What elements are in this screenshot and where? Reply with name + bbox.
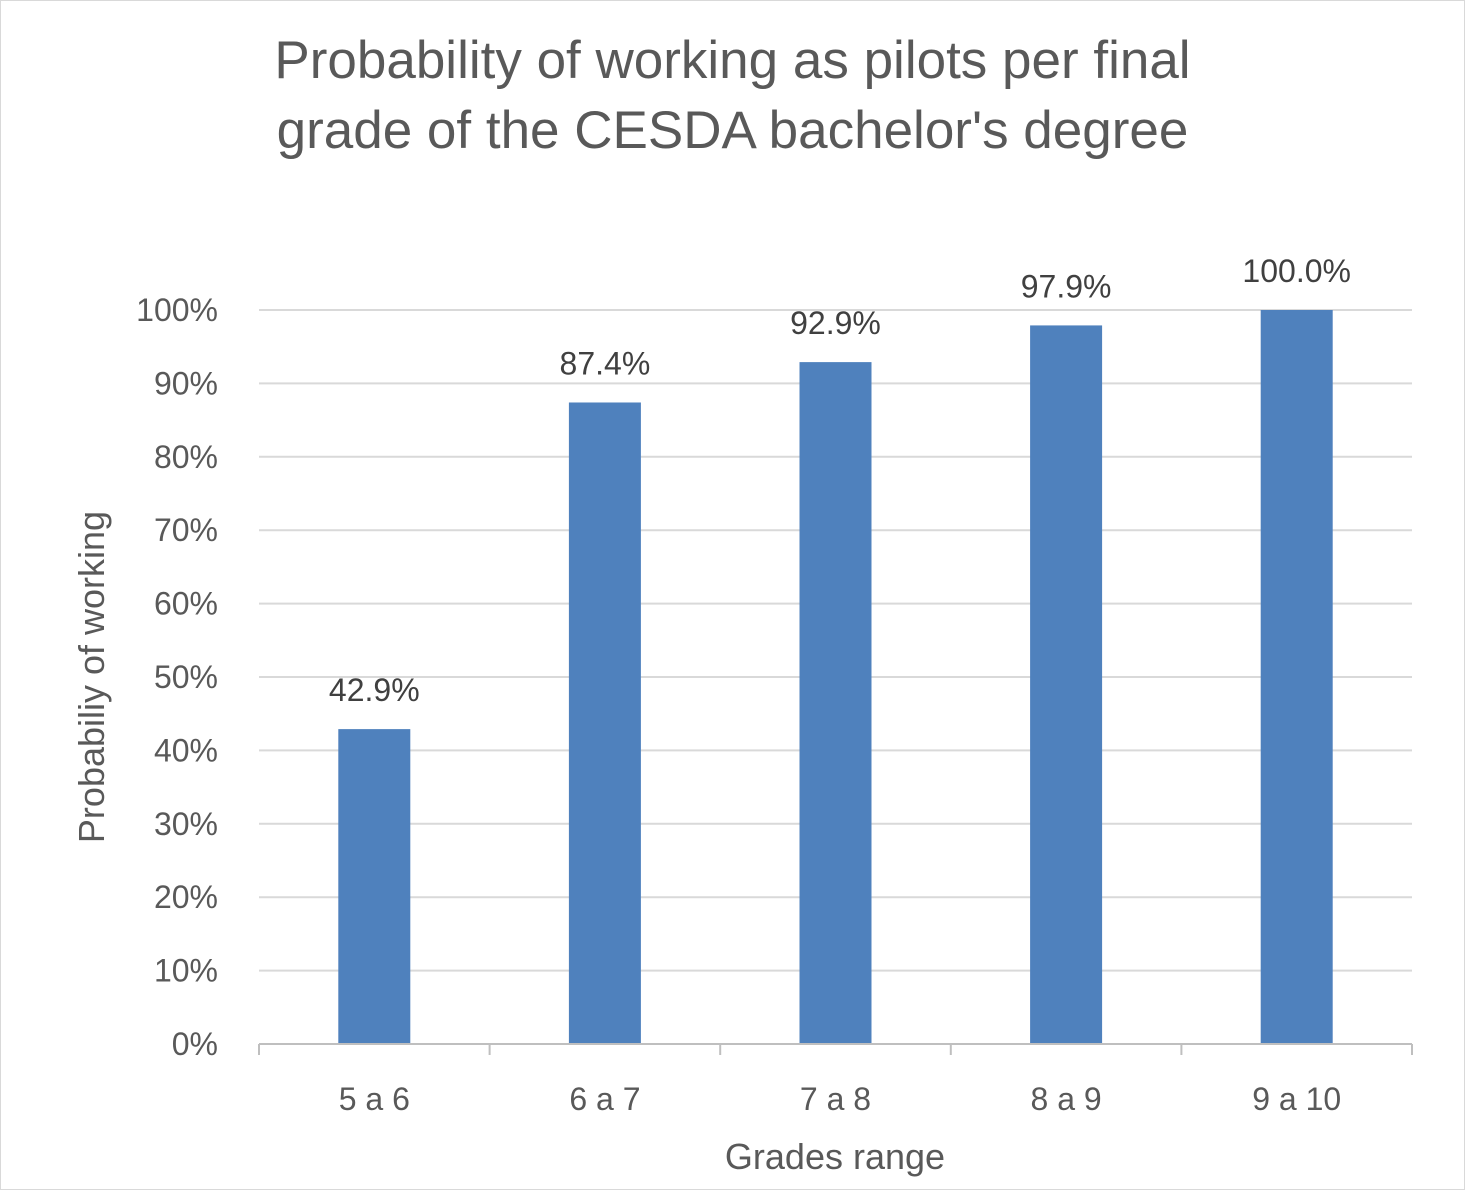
bar: [1030, 325, 1103, 1044]
data-label: 100.0%: [1242, 253, 1351, 289]
y-tick-label: 40%: [154, 732, 218, 768]
y-tick-label: 70%: [154, 512, 218, 548]
data-label: 97.9%: [1021, 268, 1112, 304]
data-label: 87.4%: [560, 345, 651, 381]
y-tick-labels: 0% 10% 20% 30% 40% 50% 60% 70% 80% 90% 100%: [136, 292, 218, 1062]
x-axis: [258, 1043, 1413, 1055]
data-labels: 42.9% 87.4% 92.9% 97.9% 100.0%: [329, 253, 1351, 708]
x-tick-label: 8 a 9: [1031, 1081, 1102, 1117]
y-tick-label: 60%: [154, 586, 218, 622]
y-tick-label: 10%: [154, 953, 218, 989]
y-tick-label: 80%: [154, 439, 218, 475]
x-tick-label: 5 a 6: [339, 1081, 410, 1117]
bar: [799, 362, 872, 1044]
y-axis-title: Probabiliy of working: [71, 511, 112, 843]
x-tick-label: 6 a 7: [569, 1081, 640, 1117]
chart-title: Probability of working as pilots per fin…: [274, 31, 1191, 160]
x-tick-labels: 5 a 6 6 a 7 7 a 8 8 a 9 9 a 10: [339, 1081, 1341, 1117]
y-tick-label: 30%: [154, 806, 218, 842]
data-label: 92.9%: [790, 305, 881, 341]
y-tick-label: 50%: [154, 659, 218, 695]
y-tick-label: 0%: [172, 1026, 218, 1062]
bars: [338, 310, 1333, 1044]
x-axis-title: Grades range: [725, 1136, 945, 1177]
y-tick-label: 90%: [154, 365, 218, 401]
y-tick-label: 20%: [154, 879, 218, 915]
data-label: 42.9%: [329, 672, 420, 708]
bar: [568, 402, 641, 1044]
x-tick-label: 9 a 10: [1252, 1081, 1341, 1117]
bar: [1260, 310, 1333, 1044]
y-tick-label: 100%: [136, 292, 218, 328]
bar: [338, 729, 411, 1044]
x-tick-label: 7 a 8: [800, 1081, 871, 1117]
